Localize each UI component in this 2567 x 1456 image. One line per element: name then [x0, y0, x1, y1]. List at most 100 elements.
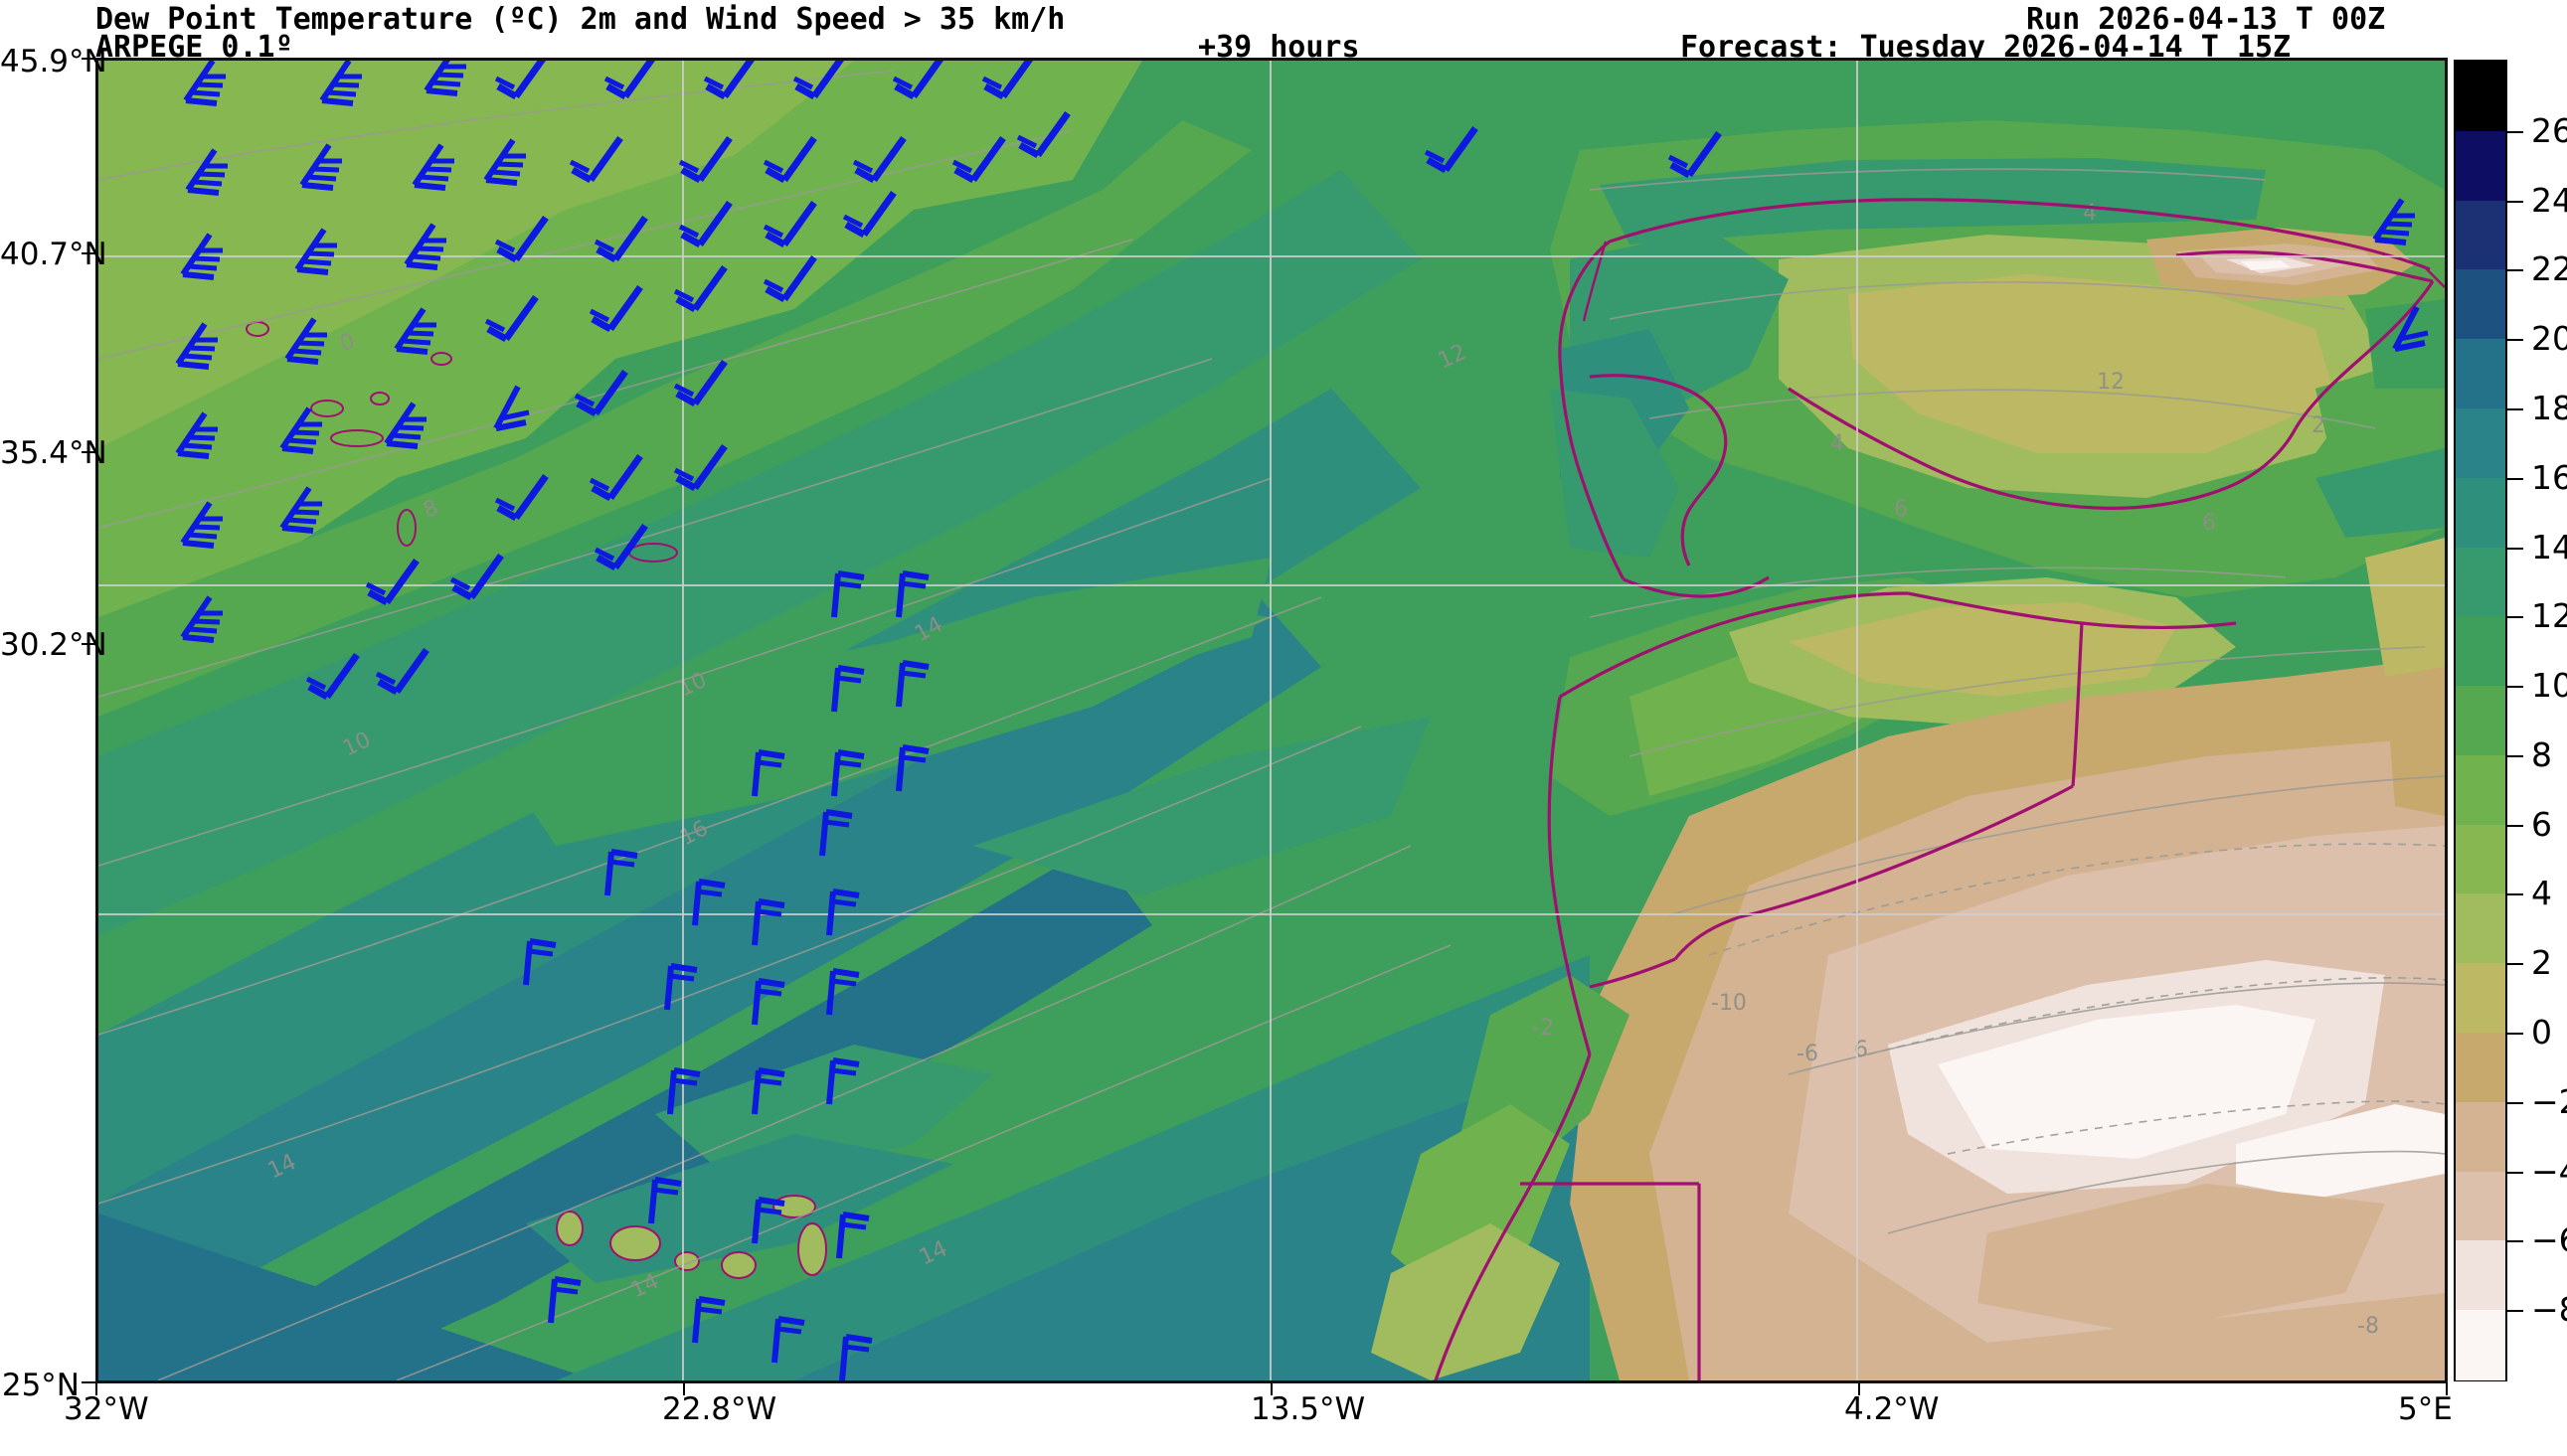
colorbar-tick: [2507, 893, 2523, 896]
svg-text:-6: -6: [1797, 1042, 1818, 1066]
wind-barb: [953, 138, 1003, 180]
map-header: Dew Point Temperature (ºC) 2m and Wind S…: [0, 0, 2567, 65]
colorbar-segment: [2456, 339, 2505, 409]
weather-map-plot[interactable]: 0 8 10 14 16 12 10 14 14 14 14 4 4 6 12 …: [95, 58, 2448, 1383]
wind-barb: [695, 1299, 725, 1343]
wind-barb: [596, 218, 645, 259]
wind-barb: [675, 446, 725, 488]
colorbar-tick: [2507, 200, 2523, 203]
colorbar-tick: [2507, 1171, 2523, 1174]
wind-barb: [397, 309, 436, 352]
y-axis-label: 25°N: [1, 1368, 80, 1403]
x-axis-label: 13.5°W: [1251, 1391, 1366, 1427]
wind-barb: [496, 387, 529, 428]
colorbar-tick: [2507, 824, 2523, 827]
colorbar-segment: [2456, 616, 2505, 687]
wind-barb: [765, 203, 814, 244]
svg-text:12: 12: [2097, 370, 2125, 395]
wind-barb: [387, 404, 427, 446]
svg-text:6: 6: [2202, 511, 2216, 536]
colorbar-tick-label: 20: [2531, 319, 2567, 359]
gridline-horizontal: [98, 913, 2445, 915]
dewpoint-field: 0 8 10 14 16 12 10 14 14 14 14 4 4 6 12 …: [98, 61, 2445, 1380]
colorbar-tick-label: 2: [2531, 943, 2552, 983]
x-axis-tick: [683, 1383, 685, 1395]
wind-barb: [178, 324, 218, 367]
wind-barb: [496, 476, 546, 518]
wind-barb: [591, 456, 640, 498]
wind-barb: [322, 61, 362, 103]
wind-barb: [496, 218, 546, 259]
svg-text:4: 4: [1830, 431, 1844, 456]
colorbar-segment: [2456, 1101, 2505, 1173]
wind-barb: [186, 61, 226, 103]
wind-barb: [183, 597, 223, 640]
x-axis-label: 32°W: [64, 1391, 149, 1427]
colorbar-tick: [2507, 1033, 2523, 1036]
wind-barb: [183, 235, 223, 277]
colorbar-tick-label: 14: [2531, 527, 2567, 566]
colorbar-segment: [2456, 963, 2505, 1034]
wind-barb: [695, 882, 725, 925]
wind-barb: [899, 573, 929, 617]
colorbar-tick: [2507, 339, 2523, 342]
wind-barb: [680, 138, 730, 180]
wind-barb: [2375, 200, 2415, 243]
wind-barb: [755, 1200, 784, 1243]
colorbar-tick-label: −8: [2531, 1290, 2567, 1330]
gridline-vertical: [1856, 61, 1858, 1380]
wind-barb: [829, 891, 859, 935]
wind-barb: [667, 966, 697, 1010]
wind-barb: [844, 193, 894, 235]
colorbar-tick: [2507, 754, 2523, 757]
wind-barb: [302, 145, 342, 188]
wind-barb: [2395, 307, 2428, 349]
wind-barb: [765, 257, 814, 299]
wind-barb: [307, 655, 357, 697]
wind-barb: [367, 561, 417, 602]
colorbar-segment: [2456, 130, 2505, 202]
colorbar-segment: [2456, 824, 2505, 895]
colorbar-tick-label: 4: [2531, 874, 2552, 913]
colorbar-tick-label: 8: [2531, 734, 2552, 774]
wind-barb: [178, 413, 218, 456]
wind-barb: [842, 1337, 872, 1380]
wind-barb: [427, 61, 466, 93]
wind-barb: [755, 901, 784, 945]
colorbar-segment: [2456, 1033, 2505, 1103]
colorbar-tick-label: −2: [2531, 1081, 2567, 1121]
colorbar-tick-label: 12: [2531, 596, 2567, 636]
wind-barb: [755, 981, 784, 1025]
wind-barb: [407, 225, 446, 267]
wind-barb: [591, 287, 640, 329]
wind-barb-layer: [98, 61, 2445, 1380]
wind-barb: [596, 526, 645, 567]
wind-barb: [854, 138, 904, 180]
colorbar-segment: [2456, 1171, 2505, 1241]
colorbar[interactable]: [2454, 60, 2507, 1381]
gridline-vertical: [1270, 61, 1272, 1380]
wind-barb: [670, 1070, 700, 1114]
wind-barb: [415, 145, 454, 188]
wind-barb: [1018, 113, 1068, 155]
colorbar-tick-label: 0: [2531, 1013, 2552, 1052]
wind-barb: [829, 1060, 859, 1104]
wind-barb: [834, 668, 864, 712]
wind-barb: [680, 203, 730, 244]
wind-barb: [451, 556, 501, 597]
wind-barb: [282, 488, 322, 531]
wind-barb: [605, 61, 655, 96]
colorbar-segment: [2456, 893, 2505, 964]
wind-barb: [486, 297, 536, 339]
wind-barb: [834, 573, 864, 617]
gridline-vertical: [682, 61, 684, 1380]
colorbar-tick: [2507, 407, 2523, 410]
y-axis-label: 30.2°N: [0, 627, 107, 663]
y-axis-label: 45.9°N: [0, 44, 107, 80]
x-axis-label: 5°E: [2398, 1391, 2453, 1427]
colorbar-segment: [2456, 1310, 2505, 1380]
colorbar-tick: [2507, 130, 2523, 133]
colorbar-segment: [2456, 407, 2505, 479]
wind-barb: [822, 812, 852, 856]
y-axis-tick: [82, 252, 95, 254]
